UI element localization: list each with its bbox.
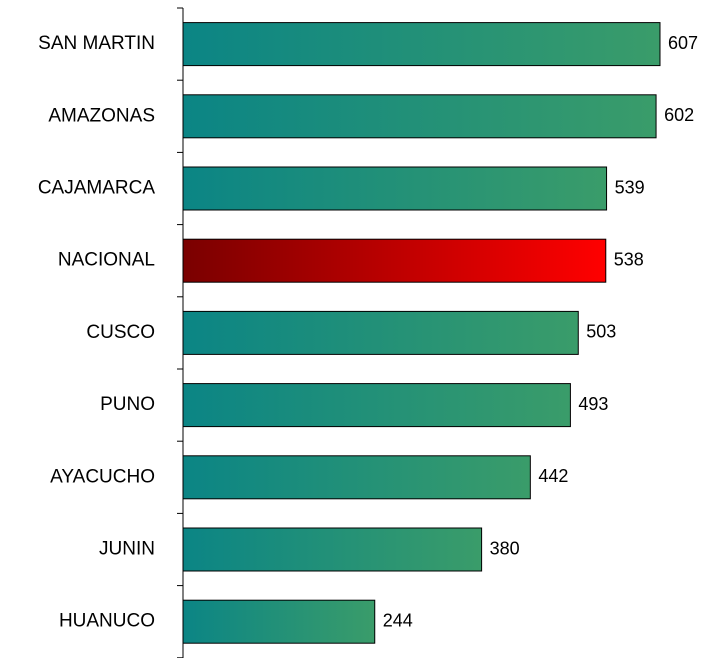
category-label: JUNIN: [99, 539, 155, 560]
bar: [182, 310, 579, 355]
category-label: CUSCO: [86, 322, 155, 343]
bar: [182, 599, 376, 644]
category-label: PUNO: [100, 394, 155, 415]
value-label: 380: [490, 538, 520, 558]
value-label: 602: [664, 105, 694, 125]
bar: [182, 94, 657, 139]
category-label: NACIONAL: [58, 250, 155, 271]
category-label: HUANUCO: [59, 611, 155, 632]
value-label: 607: [668, 33, 698, 53]
value-label: 503: [586, 322, 616, 342]
bar: [182, 383, 571, 428]
bar: [182, 166, 608, 211]
category-label: CAJAMARCA: [38, 178, 156, 199]
value-label: 539: [615, 177, 645, 197]
value-label: 442: [538, 466, 568, 486]
value-label: 538: [614, 249, 644, 269]
value-label: 493: [578, 394, 608, 414]
value-label: 244: [383, 610, 413, 630]
category-label: AMAZONAS: [48, 105, 155, 126]
bar: [182, 238, 607, 283]
category-label: AYACUCHO: [50, 466, 155, 487]
bar: [182, 455, 531, 500]
bar: [182, 22, 661, 67]
bar: [182, 527, 483, 572]
category-label: SAN MARTIN: [38, 33, 155, 54]
